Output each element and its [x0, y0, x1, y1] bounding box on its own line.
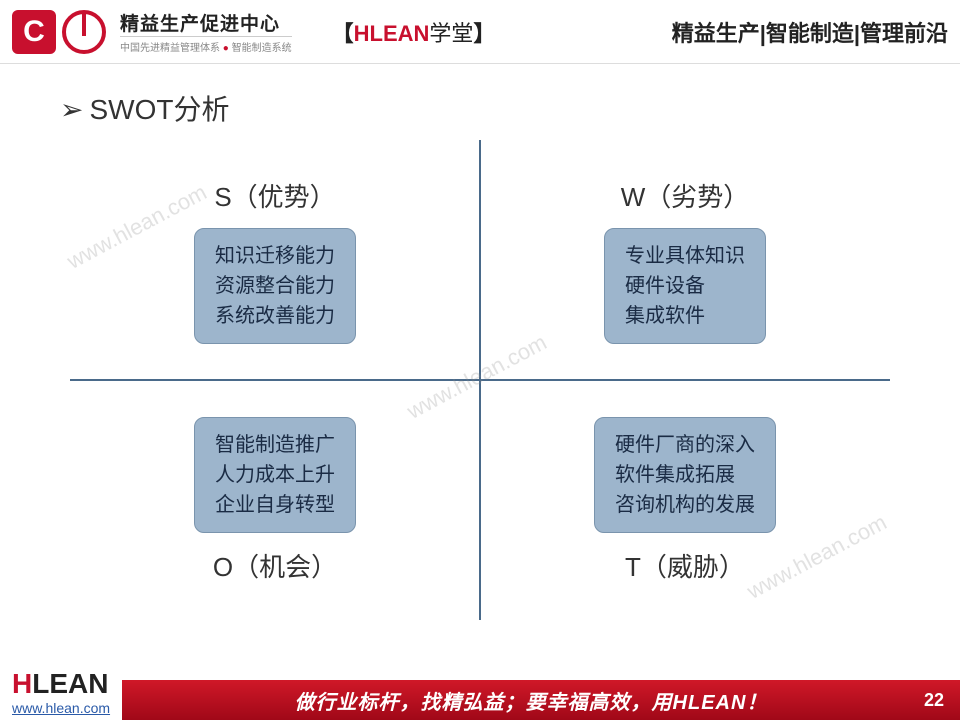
footer-bar: 做行业标杆，找精弘益；要幸福高效，用HLEAN！ 22: [122, 680, 960, 720]
header-right: 精益生产|智能制造|管理前沿: [672, 16, 948, 48]
logo-text: 精益生产促进中心 中国先进精益管理体系 ● 智能制造系统: [120, 9, 292, 54]
footer: HLEAN www.hlean.com 做行业标杆，找精弘益；要幸福高效，用HL…: [0, 654, 960, 720]
quad-opportunities: 智能制造推广 人力成本上升 企业自身转型 O（机会）: [70, 380, 480, 620]
label-t: T（威胁）: [625, 547, 745, 584]
label-o: O（机会）: [213, 547, 337, 584]
header-mid: 【HLEAN学堂】: [332, 16, 496, 48]
quad-threats: 硬件厂商的深入 软件集成拓展 咨询机构的发展 T（威胁）: [480, 380, 890, 620]
logo-area: C 精益生产促进中心 中国先进精益管理体系 ● 智能制造系统: [12, 9, 292, 54]
footer-url: www.hlean.com: [12, 700, 110, 716]
label-s: S（优势）: [214, 177, 335, 214]
box-o: 智能制造推广 人力成本上升 企业自身转型: [194, 417, 356, 533]
box-s: 知识迁移能力 资源整合能力 系统改善能力: [194, 228, 356, 344]
quad-weaknesses: W（劣势） 专业具体知识 硬件设备 集成软件: [480, 140, 890, 380]
logo-circle-icon: [62, 10, 106, 54]
footer-brand: HLEAN: [12, 668, 110, 700]
label-w: W（劣势）: [621, 177, 750, 214]
footer-slogan: 做行业标杆，找精弘益；要幸福高效，用HLEAN！: [138, 686, 924, 715]
box-w: 专业具体知识 硬件设备 集成软件: [604, 228, 766, 344]
box-t: 硬件厂商的深入 软件集成拓展 咨询机构的发展: [594, 417, 776, 533]
arrow-icon: ➢: [60, 93, 83, 126]
page-number: 22: [924, 690, 944, 711]
header: C 精益生产促进中心 中国先进精益管理体系 ● 智能制造系统 【HLEAN学堂】…: [0, 0, 960, 64]
content: ➢SWOT分析 S（优势） 知识迁移能力 资源整合能力 系统改善能力 W（劣势）…: [0, 64, 960, 654]
section-title: ➢SWOT分析: [60, 88, 900, 128]
logo-c-icon: C: [12, 10, 56, 54]
logo-sub: 中国先进精益管理体系 ● 智能制造系统: [120, 36, 292, 54]
quad-strengths: S（优势） 知识迁移能力 资源整合能力 系统改善能力: [70, 140, 480, 380]
footer-logo: HLEAN www.hlean.com: [0, 664, 122, 720]
logo-cn: 精益生产促进中心: [120, 9, 292, 36]
swot-grid: S（优势） 知识迁移能力 资源整合能力 系统改善能力 W（劣势） 专业具体知识 …: [70, 140, 890, 620]
